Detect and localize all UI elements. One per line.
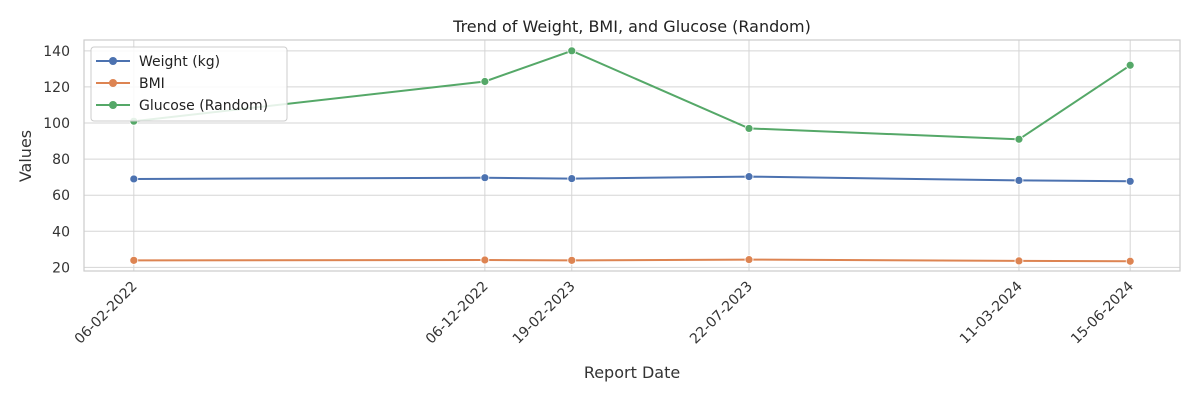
chart-title: Trend of Weight, BMI, and Glucose (Rando…: [452, 17, 811, 36]
data-point: [129, 255, 139, 265]
data-point: [480, 173, 490, 183]
x-axis-ticks: 06-02-2022 06-12-2022 19-02-2023 22-07-2023…: [72, 278, 1137, 347]
x-tick-label: 22-07-2023: [687, 279, 756, 348]
legend: Weight (kg) BMI Glucose (Random): [90, 46, 288, 122]
y-axis-title: Values: [16, 130, 35, 182]
y-tick-label: 60: [52, 188, 70, 204]
legend-swatch-marker: [109, 79, 117, 87]
data-point: [1125, 176, 1135, 186]
y-axis-ticks: 20 40 60 80 100 120 140: [43, 44, 70, 277]
series-line: [133, 175, 1131, 183]
x-tick-label: 06-12-2022: [423, 279, 492, 348]
data-point: [744, 124, 754, 133]
legend-label: Weight (kg): [139, 54, 220, 70]
data-point: [567, 46, 577, 56]
series-1: [129, 255, 1135, 266]
y-tick-label: 80: [52, 152, 70, 168]
x-axis-title: Report Date: [584, 363, 680, 382]
legend-label: Glucose (Random): [139, 98, 268, 114]
x-tick-label: 06-02-2022: [72, 279, 141, 348]
series-line: [133, 258, 1131, 263]
data-point: [1125, 256, 1135, 266]
y-tick-label: 40: [52, 224, 70, 240]
legend-box: [90, 46, 288, 122]
data-point: [567, 174, 577, 184]
data-point: [1014, 256, 1024, 266]
series-0: [129, 172, 1135, 186]
x-tick-label: 11-03-2024: [957, 278, 1026, 347]
y-tick-label: 140: [43, 44, 70, 60]
legend-label: BMI: [139, 76, 165, 92]
plot-frame: [83, 39, 1181, 272]
data-point: [1014, 134, 1024, 144]
data-point: [480, 255, 490, 265]
data-point: [567, 255, 577, 265]
y-tick-label: 20: [52, 260, 70, 276]
data-point: [480, 77, 490, 86]
y-tick-label: 100: [43, 116, 70, 132]
series-2: [129, 46, 1135, 144]
series-layer: [129, 46, 1135, 266]
data-point: [129, 174, 139, 184]
legend-swatch-marker: [109, 101, 117, 109]
x-tick-label: 15-06-2024: [1068, 278, 1137, 347]
series-line: [133, 49, 1131, 141]
data-point: [744, 172, 754, 182]
legend-swatch-marker: [109, 57, 117, 65]
x-tick-label: 19-02-2023: [510, 279, 579, 348]
data-point: [744, 255, 754, 265]
data-point: [1125, 60, 1135, 70]
data-point: [1014, 176, 1024, 185]
y-tick-label: 120: [43, 80, 70, 96]
